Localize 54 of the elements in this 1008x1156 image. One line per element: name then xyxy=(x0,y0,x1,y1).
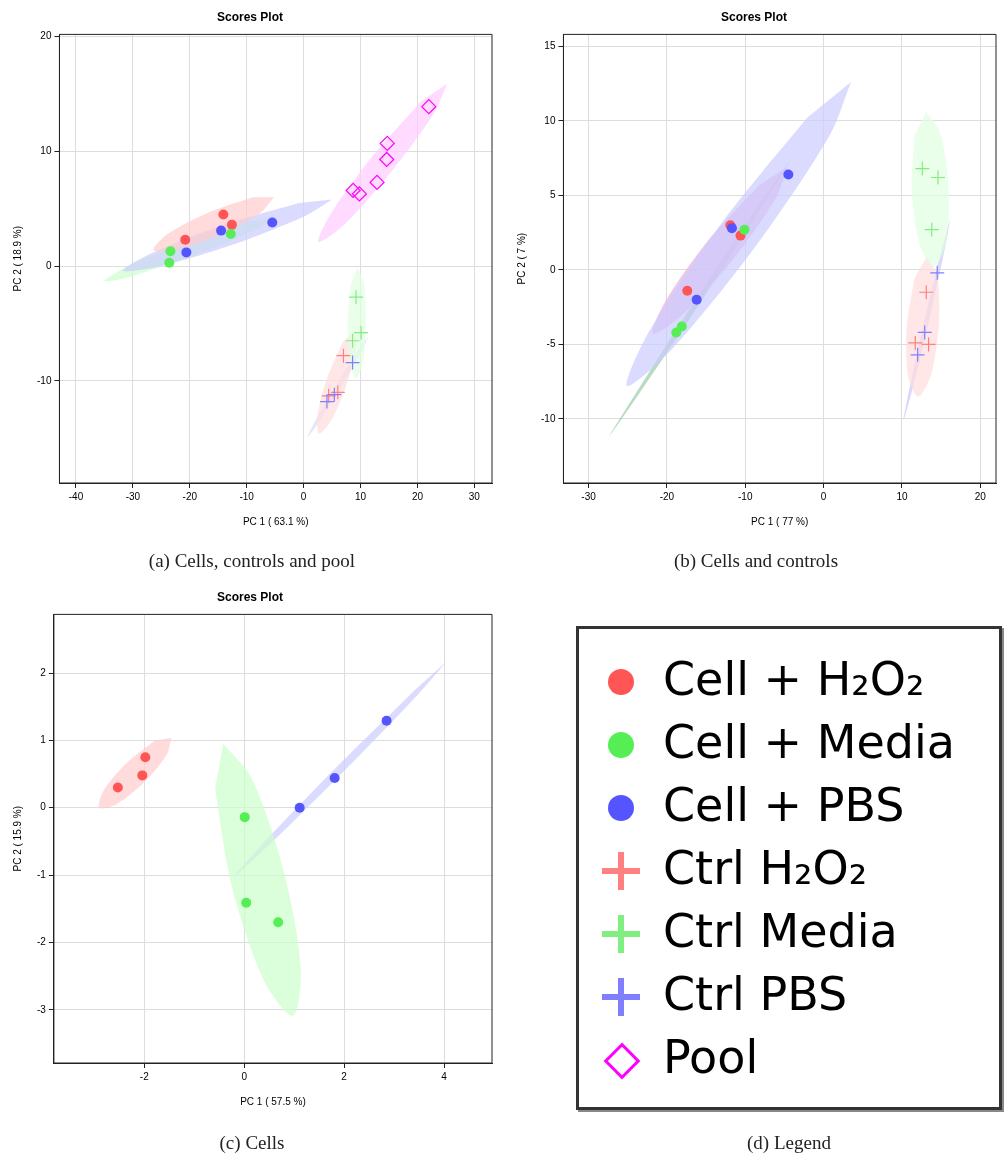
y-tick-label: -10 xyxy=(37,374,52,386)
x-tick-label: 20 xyxy=(411,490,424,502)
y-tick-label: -3 xyxy=(36,1003,47,1015)
y-tick-label: 15 xyxy=(544,40,556,52)
text: (a) Cells, controls and pool xyxy=(147,550,357,572)
y-axis-title: PC 2 ( 18.9 %) xyxy=(11,225,23,292)
x-tick-label: 0 xyxy=(820,490,827,502)
x-tick-label: -10 xyxy=(738,490,753,502)
x-axis-title: PC 1 ( 77 %) xyxy=(751,515,809,527)
chart-title: Scores Plot xyxy=(216,9,284,24)
y-axis-title: PC 2 ( 15.9 %) xyxy=(11,805,23,872)
x-axis-title: PC 1 ( 57.5 %) xyxy=(240,1095,306,1107)
y-tick-label: 20 xyxy=(40,30,52,42)
x-axis-title: PC 1 ( 63.1 %) xyxy=(242,515,309,527)
legend-label: Ctrl Media xyxy=(663,903,898,958)
y-tick-label: -2 xyxy=(36,936,47,948)
x-tick-label: 10 xyxy=(354,490,367,502)
x-tick-label: -40 xyxy=(68,490,84,502)
y-tick-label: 0 xyxy=(45,259,52,271)
x-tick-label: 2 xyxy=(341,1070,348,1082)
x-tick-label: 0 xyxy=(300,490,307,502)
chart-title: Scores Plot xyxy=(720,9,788,24)
x-tick-label: -10 xyxy=(239,490,255,502)
y-tick-label: -5 xyxy=(546,338,556,350)
y-tick-label: -1 xyxy=(36,868,47,880)
y-tick-label: 0 xyxy=(40,801,47,813)
y-tick-label: 10 xyxy=(40,145,52,157)
legend-label: Cell + H₂O₂ xyxy=(663,651,925,706)
x-tick-label: -30 xyxy=(125,490,141,502)
x-tick-label: 10 xyxy=(896,490,908,502)
y-tick-label: 0 xyxy=(549,263,556,275)
legend-label: Ctrl PBS xyxy=(663,966,848,1021)
x-tick-label: 0 xyxy=(241,1070,248,1082)
x-tick-label: 30 xyxy=(468,490,481,502)
x-tick-label: -20 xyxy=(182,490,198,502)
legend-label: Cell + Media xyxy=(663,714,955,769)
y-tick-label: 10 xyxy=(544,114,556,126)
text: (c) Cells xyxy=(218,1132,286,1154)
y-tick-label: -10 xyxy=(541,412,556,424)
legend-label: Cell + PBS xyxy=(663,777,905,832)
x-tick-label: -2 xyxy=(139,1070,150,1082)
y-tick-label: 2 xyxy=(40,666,47,678)
chart-title: Scores Plot xyxy=(216,589,284,604)
x-tick-label: 4 xyxy=(441,1070,448,1082)
y-tick-label: 5 xyxy=(549,189,556,201)
y-tick-label: 1 xyxy=(40,734,47,746)
x-tick-label: -20 xyxy=(659,490,675,502)
text: (d) Legend xyxy=(746,1132,832,1154)
x-tick-label: 20 xyxy=(974,490,987,502)
text: (b) Cells and controls xyxy=(672,550,840,572)
legend-label: Ctrl H₂O₂ xyxy=(663,840,868,895)
legend-label: Pool xyxy=(663,1029,759,1084)
y-axis-title: PC 2 ( 7 %) xyxy=(515,232,527,285)
x-tick-label: -30 xyxy=(581,490,597,502)
